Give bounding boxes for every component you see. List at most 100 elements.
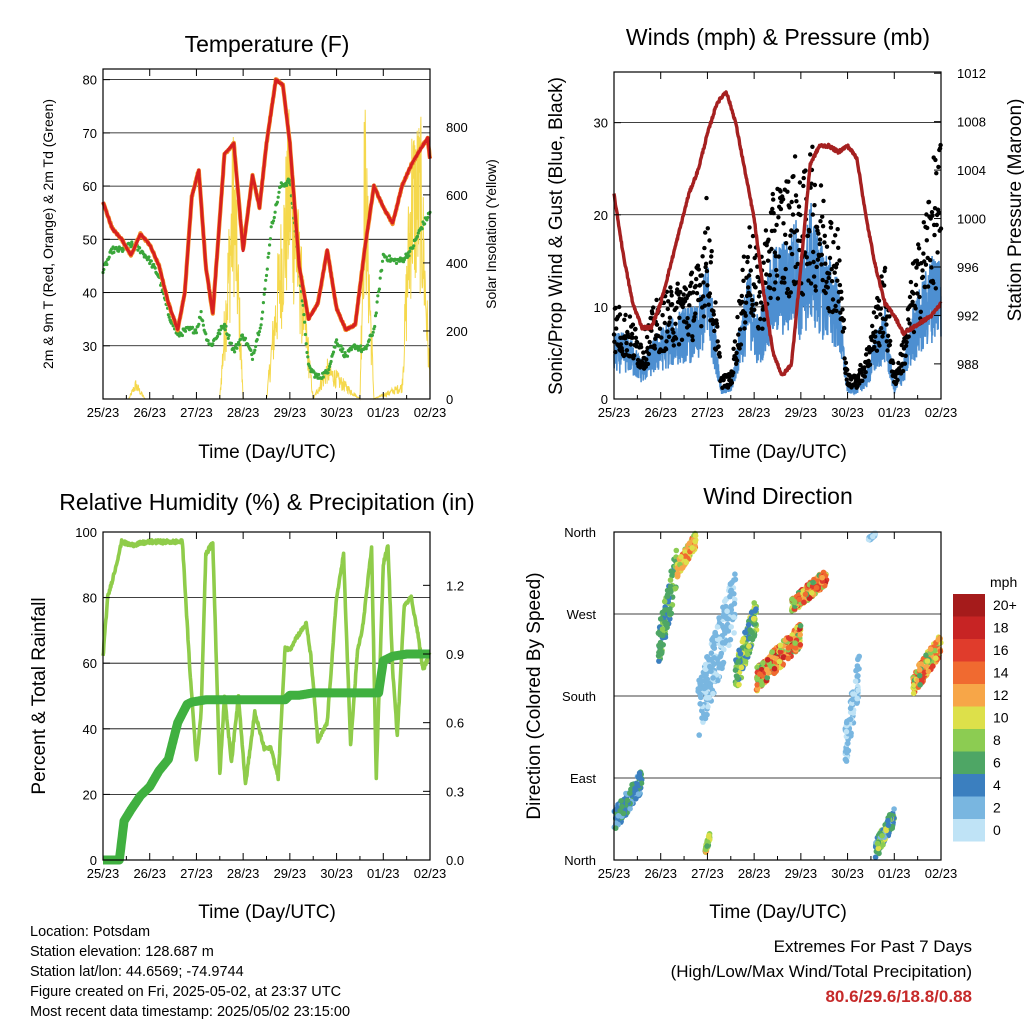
dewpoint-point <box>312 370 316 374</box>
dewpoint-point <box>218 332 222 336</box>
dewpoint-point <box>329 359 333 364</box>
gust-point <box>829 220 834 226</box>
dewpoint-point <box>377 290 381 294</box>
gust-point <box>665 329 670 334</box>
gust-point <box>707 291 713 296</box>
gust-point <box>933 286 938 291</box>
speed-legend-swatch <box>953 661 985 684</box>
gust-point <box>704 268 710 274</box>
speed-legend: mph 20+ 18 16 14 12 10 8 6 4 2 0 <box>953 574 1017 842</box>
gust-point <box>789 199 794 205</box>
gust-point <box>665 306 670 312</box>
gust-point <box>903 353 908 358</box>
gust-point <box>877 329 883 335</box>
dewpoint-point <box>261 310 265 314</box>
gust-point <box>924 212 929 217</box>
gust-point <box>818 183 824 188</box>
gust-point <box>934 222 939 228</box>
gust-point <box>811 249 816 255</box>
direction-point <box>776 658 783 665</box>
gust-point <box>774 273 780 278</box>
gust-point <box>920 274 926 280</box>
gust-point <box>826 271 832 276</box>
gust-point <box>704 195 709 201</box>
gust-point <box>934 171 939 176</box>
gust-point <box>786 294 792 299</box>
temperature-xlabel: Time (Day/UTC) <box>198 442 336 463</box>
gust-point <box>664 289 670 294</box>
gust-point <box>668 285 673 290</box>
gust-point <box>773 280 778 285</box>
direction-point <box>742 658 749 665</box>
gust-point <box>906 317 911 322</box>
dewpoint-point <box>239 337 243 341</box>
direction-point <box>720 604 726 611</box>
gust-point <box>754 301 759 306</box>
dewpoint-point <box>266 255 270 259</box>
gust-point <box>772 228 777 233</box>
direction-point <box>751 600 757 606</box>
dewpoint-point <box>136 248 140 252</box>
gust-point <box>787 205 792 210</box>
gust-point <box>916 246 922 251</box>
gust-point <box>870 323 875 329</box>
direction-point <box>711 655 718 661</box>
gust-point <box>771 287 777 292</box>
gust-point <box>824 244 830 249</box>
direction-point <box>709 637 715 643</box>
gust-point <box>614 326 619 331</box>
y-tick-label: 20 <box>83 787 97 802</box>
gust-point <box>690 334 695 339</box>
gust-point <box>747 244 753 249</box>
gust-point <box>873 334 878 339</box>
gust-point <box>705 226 710 231</box>
dewpoint-point <box>254 344 258 349</box>
gust-point <box>692 314 697 320</box>
direction-point <box>655 630 662 636</box>
dewpoint-point <box>190 325 195 329</box>
gust-point <box>896 360 901 366</box>
direction-point <box>719 640 726 646</box>
gust-point <box>828 225 834 230</box>
direction-point <box>737 651 744 657</box>
gust-point <box>929 210 935 215</box>
gust-point <box>702 245 707 251</box>
gust-point <box>701 314 707 319</box>
direction-point <box>682 553 689 559</box>
direction-point <box>797 631 803 638</box>
gust-point <box>732 339 738 344</box>
dewpoint-point <box>264 273 269 278</box>
recent-timestamp: Most recent data timestamp: 2025/05/02 2… <box>30 1004 351 1020</box>
gust-point <box>706 302 711 307</box>
gust-point <box>863 370 868 375</box>
direction-point <box>682 549 689 555</box>
gust-point <box>776 215 781 220</box>
gust-point <box>788 290 793 295</box>
direction-point <box>787 636 794 642</box>
direction-point <box>735 658 742 665</box>
gust-point <box>829 267 834 272</box>
gust-point <box>756 294 762 299</box>
direction-point <box>765 670 772 676</box>
gust-point <box>878 306 883 311</box>
direction-point <box>730 614 737 620</box>
gust-point <box>763 228 769 233</box>
direction-point <box>736 681 742 688</box>
y-tick-label: 100 <box>75 525 97 540</box>
speed-legend-label: 20+ <box>993 597 1017 613</box>
dewpoint-point <box>211 342 215 346</box>
direction-point <box>777 649 784 655</box>
gust-point <box>748 268 753 273</box>
gust-point <box>667 320 672 325</box>
gust-point <box>774 267 779 273</box>
dewpoint-point <box>373 324 377 329</box>
y-tick-label: 20 <box>594 208 608 223</box>
dewpoint-point <box>340 349 344 354</box>
speed-legend-label: 0 <box>993 822 1001 838</box>
gust-point <box>746 285 751 290</box>
gust-point <box>843 360 849 365</box>
gust-point <box>741 254 747 259</box>
x-tick-label: 01/23 <box>878 866 911 881</box>
gust-point <box>820 277 825 283</box>
temperature-panel: Temperature (F) 304050607080020040060080… <box>40 31 499 463</box>
